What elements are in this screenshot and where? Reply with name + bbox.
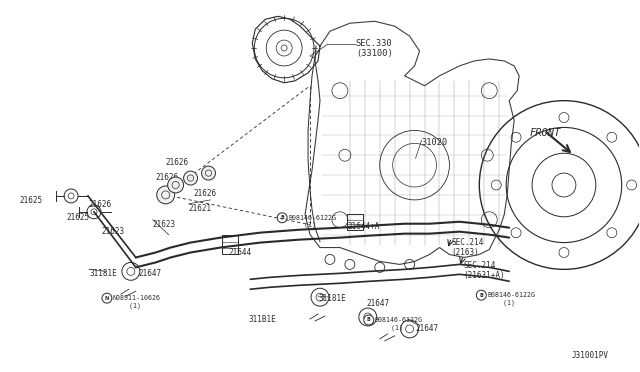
Text: 21621: 21621 — [189, 204, 212, 213]
Circle shape — [559, 113, 569, 122]
Text: B08146-6122G
    (1): B08146-6122G (1) — [487, 292, 535, 306]
Text: J31001PV: J31001PV — [572, 351, 609, 360]
Text: 21626: 21626 — [88, 200, 111, 209]
Text: SEC.330: SEC.330 — [356, 39, 392, 48]
Circle shape — [364, 315, 374, 325]
Circle shape — [277, 213, 287, 223]
Text: 21626: 21626 — [156, 173, 179, 182]
Text: 21626: 21626 — [166, 158, 189, 167]
Text: (33100): (33100) — [356, 49, 392, 58]
Circle shape — [511, 228, 521, 238]
Text: 31181E: 31181E — [89, 269, 116, 278]
Text: 21623: 21623 — [101, 227, 124, 236]
Text: 21623: 21623 — [153, 220, 176, 229]
Circle shape — [559, 247, 569, 257]
Text: 21626: 21626 — [193, 189, 217, 198]
Text: 21625: 21625 — [19, 196, 42, 205]
Text: N08911-10626
    (1): N08911-10626 (1) — [113, 295, 161, 309]
Text: B: B — [367, 317, 371, 323]
Circle shape — [607, 132, 617, 142]
Circle shape — [102, 293, 112, 303]
Text: 31020: 31020 — [422, 138, 448, 147]
Text: 311B1E: 311B1E — [248, 315, 276, 324]
Text: 21644+A: 21644+A — [348, 222, 380, 231]
Text: B: B — [280, 215, 284, 220]
Circle shape — [476, 290, 486, 300]
Text: 31181E: 31181E — [318, 294, 346, 303]
Text: 21644: 21644 — [228, 247, 252, 257]
Circle shape — [492, 180, 501, 190]
Text: B: B — [479, 293, 483, 298]
Text: B08146-6122G
    (1): B08146-6122G (1) — [375, 317, 423, 330]
Circle shape — [184, 171, 198, 185]
Circle shape — [511, 132, 521, 142]
Circle shape — [202, 166, 216, 180]
Text: B08146-6122G
    (1): B08146-6122G (1) — [288, 215, 336, 228]
Text: 21647: 21647 — [415, 324, 438, 333]
Text: (2163): (2163) — [451, 247, 479, 257]
Text: SEC.214: SEC.214 — [463, 262, 496, 270]
Text: 21647: 21647 — [367, 299, 390, 308]
Text: 21647: 21647 — [139, 269, 162, 278]
Text: (21631+A): (21631+A) — [463, 271, 505, 280]
Text: N: N — [105, 296, 109, 301]
Circle shape — [168, 177, 184, 193]
Text: 21625: 21625 — [66, 213, 89, 222]
Circle shape — [157, 186, 175, 204]
Circle shape — [607, 228, 617, 238]
Text: SEC.214: SEC.214 — [451, 238, 484, 247]
Text: FRONT: FRONT — [529, 128, 561, 138]
Circle shape — [627, 180, 637, 190]
